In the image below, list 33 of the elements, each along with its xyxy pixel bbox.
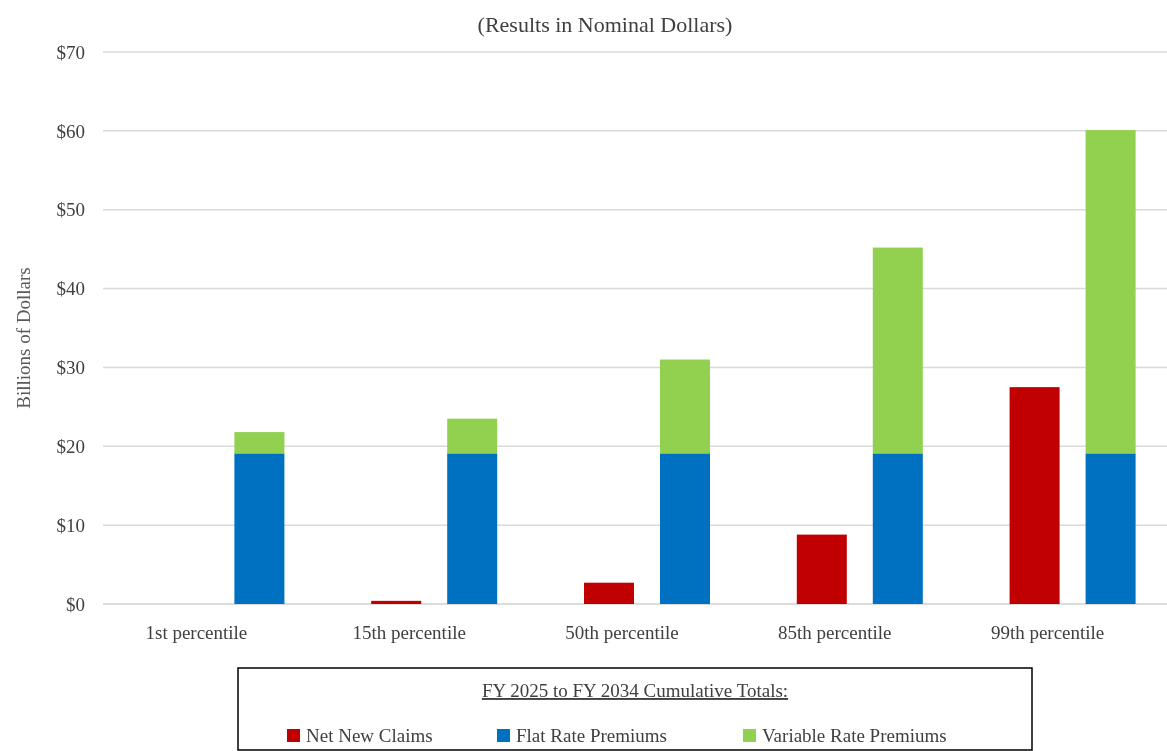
y-tick-label: $10 <box>56 514 85 536</box>
bar <box>234 453 285 604</box>
y-tick-label: $60 <box>56 120 85 142</box>
bar <box>447 453 498 604</box>
bar <box>872 453 923 604</box>
bar <box>872 247 923 454</box>
y-axis-title: Billions of Dollars <box>13 267 34 409</box>
bar <box>234 432 285 454</box>
x-tick-label: 50th percentile <box>565 622 679 643</box>
legend-label: Net New Claims <box>306 725 433 746</box>
bar <box>796 534 847 604</box>
bar <box>584 582 634 604</box>
bar <box>660 453 710 604</box>
legend-title: FY 2025 to FY 2034 Cumulative Totals: <box>481 680 789 701</box>
y-tick-label: $50 <box>56 199 85 221</box>
y-tick-label: $20 <box>56 435 85 457</box>
chart-title: (Results in Nominal Dollars) <box>477 12 733 37</box>
legend-label: Flat Rate Premiums <box>516 725 667 746</box>
legend-label: Variable Rate Premiums <box>762 725 947 746</box>
bar <box>1085 453 1136 604</box>
bar <box>1085 130 1136 454</box>
y-tick-label: $0 <box>66 593 85 615</box>
x-tick-label: 85th percentile <box>778 622 892 643</box>
x-tick-label: 1st percentile <box>145 622 248 643</box>
bar <box>447 418 498 454</box>
y-tick-label: $30 <box>56 357 85 379</box>
bar <box>660 359 710 454</box>
y-tick-label: $40 <box>56 278 85 300</box>
bar <box>1009 387 1060 604</box>
bar <box>371 600 422 604</box>
x-tick-label: 15th percentile <box>352 622 466 643</box>
x-tick-label: 99th percentile <box>990 622 1105 643</box>
y-tick-label: $70 <box>56 41 85 63</box>
